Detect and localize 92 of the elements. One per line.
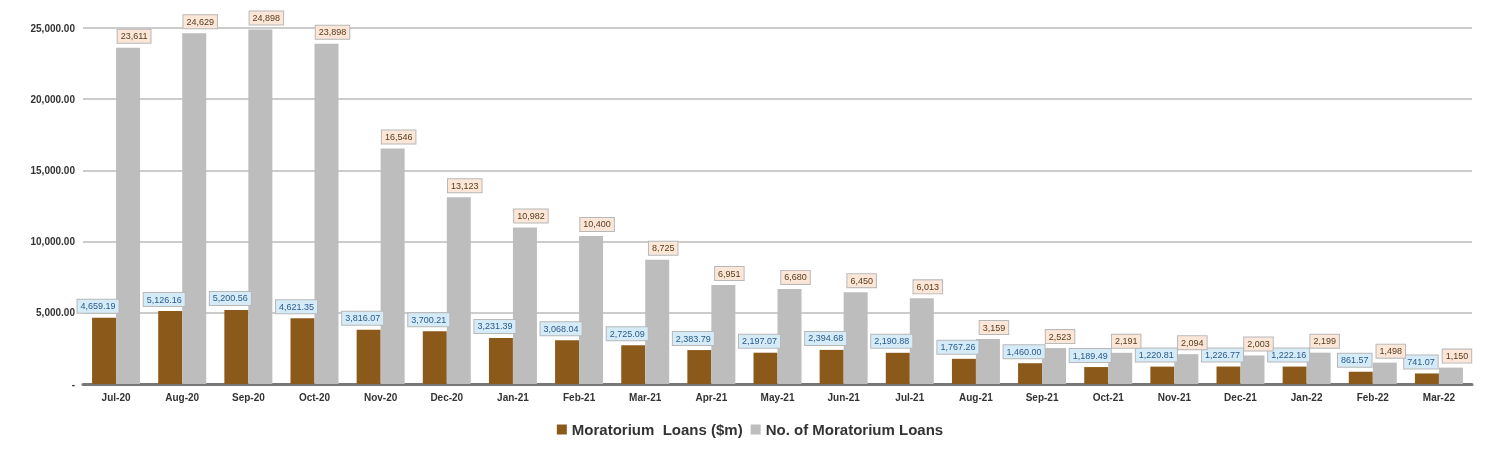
bar <box>356 329 381 384</box>
x-tick-label: Dec-21 <box>1224 391 1258 403</box>
y-tick-label: 25,000.00 <box>30 22 76 34</box>
x-tick-label: Feb-22 <box>1356 391 1390 403</box>
data-label: 2,523 <box>1048 331 1072 342</box>
x-tick-label: Jul-20 <box>101 391 131 403</box>
data-label: 2,394.68 <box>808 333 844 344</box>
bar <box>488 337 513 384</box>
data-label: 1,220.81 <box>1138 350 1174 361</box>
data-label: 23,898 <box>318 27 347 38</box>
data-label: 2,725.09 <box>609 328 645 339</box>
data-label: 1,498 <box>1379 346 1403 357</box>
data-label: 741.07 <box>1407 356 1435 367</box>
data-label: 2,094 <box>1181 337 1204 348</box>
x-tick-label: Oct-21 <box>1092 391 1125 403</box>
x-tick-label: Sep-20 <box>231 391 266 403</box>
data-label: 1,222.16 <box>1271 350 1307 361</box>
bar <box>753 352 778 384</box>
data-label: 6,450 <box>850 275 873 286</box>
bar <box>555 340 580 384</box>
bar <box>687 350 712 384</box>
x-tick-label: Aug-20 <box>165 391 200 403</box>
data-label: 861.57 <box>1341 355 1369 366</box>
data-label: 2,191 <box>1114 336 1138 347</box>
bar <box>885 352 910 384</box>
data-label: 5,200.56 <box>212 293 248 304</box>
data-label: 6,951 <box>718 268 741 279</box>
data-label: 2,190.88 <box>874 336 910 347</box>
data-label: 2,197.07 <box>741 336 778 347</box>
data-label: 3,068.04 <box>543 323 579 334</box>
data-label: 6,680 <box>784 272 807 283</box>
data-label: 16,546 <box>384 131 413 142</box>
data-label: 24,629 <box>186 16 214 27</box>
x-tick-label: Oct-20 <box>298 391 331 403</box>
x-tick-label: Jun-21 <box>827 391 861 403</box>
data-label: 1,460.00 <box>1006 346 1042 357</box>
x-tick-label: Jan-22 <box>1290 391 1323 403</box>
data-label: 2,003 <box>1247 338 1270 349</box>
data-label: 24,898 <box>252 12 281 23</box>
bar <box>1150 366 1175 384</box>
data-label: 8,725 <box>651 243 675 254</box>
data-label: 2,383.79 <box>675 333 711 344</box>
data-label: 10,400 <box>583 219 611 230</box>
bar <box>1084 367 1109 384</box>
bar <box>1414 373 1439 384</box>
x-tick-label: Nov-20 <box>363 391 398 403</box>
x-tick-label: Aug-21 <box>958 391 994 403</box>
data-label: 10,982 <box>517 211 545 222</box>
data-label: 3,231.39 <box>477 321 513 332</box>
data-label: 1,226.77 <box>1204 350 1241 361</box>
data-label: 3,159 <box>982 322 1006 333</box>
bar <box>1282 366 1307 384</box>
data-label: 3,816.07 <box>345 313 381 324</box>
x-tick-label: Mar-21 <box>629 391 662 403</box>
data-label: 2,199 <box>1313 336 1336 347</box>
y-tick-label: 5,000.00 <box>36 307 76 319</box>
y-tick-label: 15,000.00 <box>30 164 76 176</box>
bar <box>92 317 117 384</box>
data-label: 1,150 <box>1445 351 1469 362</box>
x-tick-label: Dec-20 <box>430 391 464 403</box>
bar <box>224 309 249 384</box>
x-tick-label: Jul-21 <box>895 391 925 403</box>
bar <box>1018 363 1043 384</box>
data-label: 4,621.35 <box>278 301 315 312</box>
bar <box>621 345 646 384</box>
data-label: 13,123 <box>451 180 479 191</box>
x-tick-label: Mar-22 <box>1422 391 1456 403</box>
x-tick-label: Sep-21 <box>1025 391 1059 403</box>
x-tick-label: Apr-21 <box>695 391 728 403</box>
x-tick-label: Feb-21 <box>562 391 596 403</box>
data-label: 4,659.19 <box>80 301 116 312</box>
data-label: 1,189.49 <box>1072 350 1108 361</box>
legend-label: No. of Moratorium Loans <box>765 421 944 438</box>
y-tick-label: - <box>71 378 75 390</box>
bar <box>422 331 447 384</box>
bar <box>1348 371 1373 384</box>
x-tick-label: Jan-21 <box>497 391 530 403</box>
bar <box>819 349 844 384</box>
legend-label: Moratorium Loans ($m) <box>571 421 743 438</box>
y-tick-label: 20,000.00 <box>30 93 76 105</box>
bar <box>1216 366 1241 384</box>
x-tick-label: Nov-21 <box>1157 391 1192 403</box>
bar <box>158 311 183 384</box>
data-label: 23,611 <box>120 31 148 42</box>
y-tick-label: 10,000.00 <box>30 236 76 248</box>
data-label: 5,126.16 <box>146 294 182 305</box>
data-label: 1,767.26 <box>940 342 976 353</box>
data-label: 6,013 <box>916 281 940 292</box>
data-label: 3,700.21 <box>411 314 447 325</box>
bar <box>290 318 315 384</box>
bar <box>951 358 976 384</box>
x-tick-label: May-21 <box>760 391 795 403</box>
